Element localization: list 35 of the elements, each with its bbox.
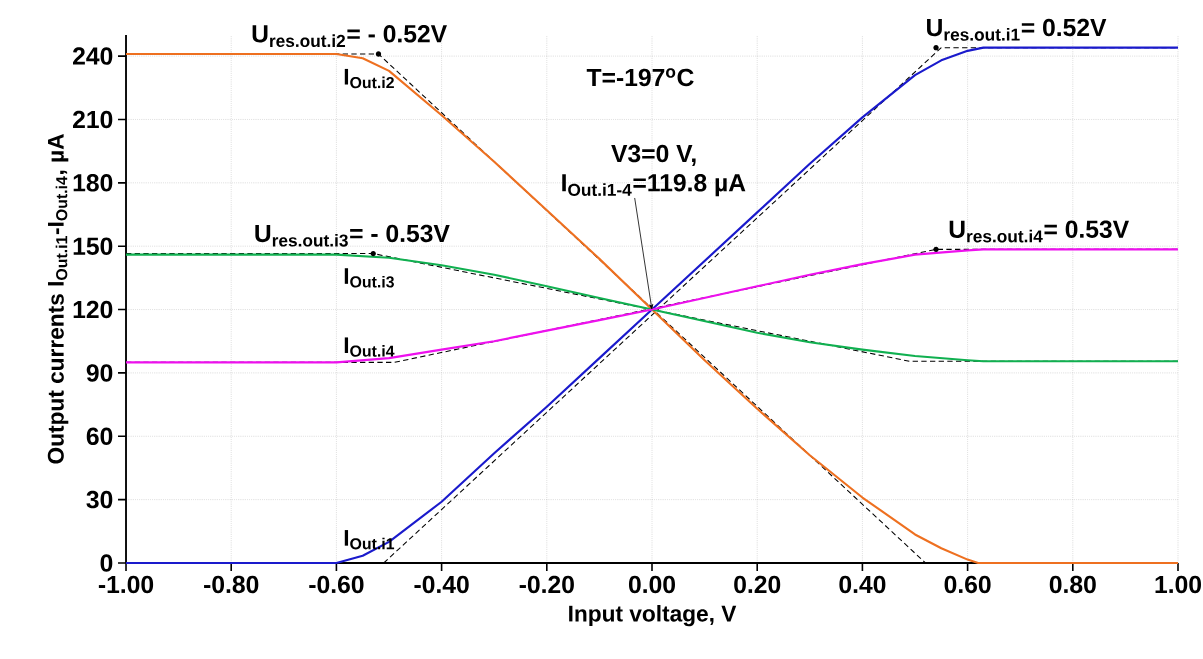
point (933, 246, 939, 253)
y-axis-title: Output currents I$_{Out.i1}$-I$_{Out.i4}$, µA (47, 134, 69, 464)
point (375, 51, 382, 57)
x-tick-label: 0.40 (839, 575, 886, 594)
annotation: U$_{res.out.i4}$= 0.53V (949, 220, 1129, 243)
x-tick-label: 1.00 (1155, 575, 1201, 594)
annotation: U$_{res.out.i1}$= 0.52V (927, 18, 1107, 41)
y-tick-label: 150 (73, 237, 113, 255)
x-tick-label: 0.00 (628, 575, 675, 594)
y-tick-label: 0 (100, 554, 113, 572)
x-tick-label: -1.00 (98, 575, 154, 594)
x-tick-label: -0.80 (204, 575, 259, 594)
y-tick-label: 180 (73, 174, 113, 192)
annotation: V3=0 V, (611, 144, 696, 166)
x-tick-label: -0.60 (309, 575, 364, 594)
x-axis-title: Input voltage, V (569, 604, 737, 627)
x-tick-label: 0.80 (1049, 575, 1096, 594)
x-tick-label: 0.60 (944, 575, 991, 594)
y-tick-label: 210 (73, 110, 113, 129)
annotation: I$_{Out.i1-4}$=119.8 µA (562, 174, 746, 197)
series-label: I$_{Out.i2}$ (344, 68, 394, 89)
y-tick-label: 120 (73, 300, 113, 319)
x-tick-label: -0.40 (414, 575, 469, 594)
annotation: U$_{res.out.i3}$= - 0.53V (255, 224, 450, 247)
annotation: U$_{res.out.i2}$= - 0.52V (252, 25, 447, 48)
x-tick-label: 0.20 (734, 575, 781, 594)
series-label: I$_{Out.i4}$ (344, 337, 395, 357)
y-tick-label: 90 (86, 364, 113, 382)
y-tick-label: 30 (86, 490, 113, 509)
x-tick-label: -0.20 (519, 575, 574, 594)
y-tick-label: 240 (73, 47, 113, 65)
point (370, 250, 376, 257)
series-label: I$_{Out.i3}$ (344, 268, 394, 288)
annotation: T=-197$^{o}$C (586, 68, 694, 87)
y-tick-label: 60 (86, 427, 113, 446)
